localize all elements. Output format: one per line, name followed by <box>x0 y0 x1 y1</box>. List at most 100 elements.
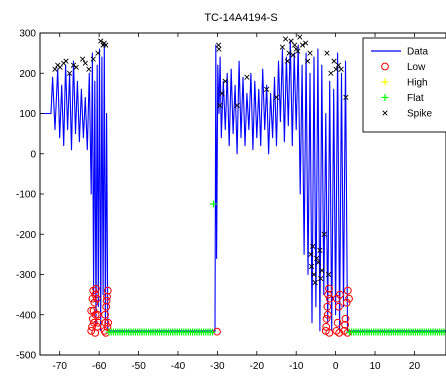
axes-layer: -70 -60 -50 -40 -30 -20 -10 0 10 203002001000-100… <box>16 29 446 372</box>
series-spike-marker <box>52 66 58 72</box>
series-low-marker <box>324 290 333 299</box>
series-low-marker <box>88 322 96 331</box>
series-spike-marker <box>82 60 88 66</box>
series-spike-marker <box>103 42 109 48</box>
series-spike-marker <box>297 34 303 40</box>
series-flat-marker <box>440 328 446 336</box>
series-spike-marker <box>318 275 324 282</box>
series-flat-marker <box>209 200 217 208</box>
series-low-marker <box>89 306 98 315</box>
series-low-marker <box>103 286 112 295</box>
x-tick-label: -40 <box>171 361 186 372</box>
y-tick-label: -300 <box>16 270 36 281</box>
series-low-marker <box>91 310 100 319</box>
series-low-marker <box>333 318 342 327</box>
series-low-marker <box>102 296 111 305</box>
y-tick-label: 0 <box>30 149 36 160</box>
series-spike-marker <box>317 247 323 253</box>
series-spike-marker <box>66 70 73 76</box>
series-spike-marker <box>335 62 342 68</box>
series-spike-marker <box>216 46 222 52</box>
series-spike-marker <box>325 271 332 278</box>
series-spike-marker <box>308 263 315 270</box>
series-low-marker <box>332 294 341 303</box>
series-spike-marker <box>279 44 286 50</box>
x-tick-label: -50 <box>131 361 146 372</box>
series-low-marker <box>103 292 111 301</box>
data-layer <box>40 34 446 337</box>
series-spike-marker <box>286 50 292 56</box>
legend-label-data: Data <box>407 47 429 58</box>
series-low-marker <box>323 310 332 319</box>
series-low-marker <box>100 326 109 335</box>
series-spike-marker <box>284 58 291 64</box>
series-spike-marker <box>331 58 337 64</box>
series-low-marker <box>87 326 96 335</box>
x-tick-label: -10 <box>289 361 304 372</box>
series-low-marker <box>323 302 332 311</box>
series-spike-marker <box>299 42 306 48</box>
series-low-marker <box>325 284 333 293</box>
y-tick-label: 200 <box>19 69 36 80</box>
legend-box <box>362 37 446 133</box>
series-data-line <box>40 40 446 332</box>
series-low-marker <box>101 318 110 327</box>
y-tick-label: -200 <box>16 230 36 241</box>
series-low-marker <box>322 314 331 323</box>
legend: Data Low High Flat Spike <box>362 37 446 133</box>
legend-label-flat: Flat <box>407 93 424 104</box>
series-low-marker <box>102 302 111 311</box>
series-spike-marker <box>70 62 77 68</box>
y-tick-label: -100 <box>16 190 36 201</box>
series-low-marker <box>88 294 97 303</box>
x-tick-label: -20 <box>250 361 265 372</box>
x-tick-label: -60 <box>92 361 107 372</box>
series-spike-marker <box>86 66 92 72</box>
x-tick-label: 10 <box>369 361 381 372</box>
series-spike-marker <box>79 56 86 62</box>
series-low-marker <box>93 310 102 319</box>
series-spike-marker <box>273 94 280 101</box>
series-spike-marker <box>219 90 225 96</box>
series-spike-marker <box>244 74 250 80</box>
series-spike-marker <box>310 243 316 249</box>
series-spike-marker <box>295 48 301 54</box>
x-tick-label: -30 <box>210 361 225 372</box>
y-tick-label: 300 <box>19 29 36 40</box>
series-spike-marker <box>343 94 349 101</box>
legend-label-low: Low <box>407 62 426 73</box>
series-low-marker <box>343 286 352 295</box>
series-spike-marker <box>292 42 298 48</box>
series-spike-marker <box>307 50 313 56</box>
series-spike-marker <box>312 279 318 286</box>
series-low-marker <box>322 322 331 331</box>
legend-label-high: High <box>407 78 428 89</box>
series-low-marker <box>345 294 353 303</box>
x-tick-label: 20 <box>409 361 421 372</box>
series-spike-marker <box>217 102 223 109</box>
legend-label-spike: Spike <box>407 109 432 120</box>
series-spike-marker <box>308 251 314 257</box>
series-low-marker <box>87 306 96 315</box>
series-spike-marker <box>333 66 339 72</box>
series-spike-marker <box>314 255 320 262</box>
legend-swatch-low <box>381 62 389 71</box>
legend-swatch-high <box>381 78 389 86</box>
y-tick-label: -500 <box>16 351 36 362</box>
series-low-marker <box>92 294 101 303</box>
series-spike-marker <box>290 52 296 58</box>
series-low-marker <box>335 328 344 337</box>
series-flat-marker <box>208 328 216 336</box>
series-low-marker <box>88 314 97 323</box>
series-spike-marker <box>315 259 321 266</box>
series-spike-marker <box>234 102 240 109</box>
series-spike-marker <box>319 267 325 274</box>
series-spike-marker <box>73 64 79 70</box>
series-low-marker <box>341 314 350 323</box>
series-spike-marker <box>63 58 69 64</box>
series-low-marker <box>89 286 98 295</box>
series-spike-marker <box>98 38 104 44</box>
series-spike-marker <box>321 231 327 237</box>
series-spike-marker <box>90 56 96 62</box>
legend-swatch-spike <box>382 110 388 116</box>
